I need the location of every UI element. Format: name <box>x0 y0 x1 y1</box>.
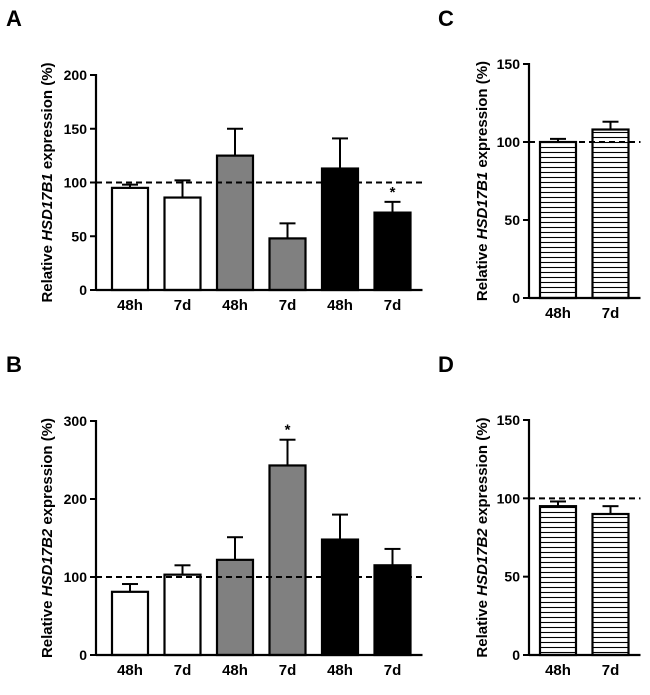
bar <box>373 564 412 657</box>
y-tick-label: 0 <box>512 647 520 663</box>
category-label: 48h <box>327 297 353 314</box>
y-tick-label: 200 <box>64 491 88 507</box>
y-axis-label-gene: HSD17B1 <box>39 173 56 241</box>
panel-letter: B <box>6 352 22 377</box>
panel-letter: C <box>438 6 454 31</box>
category-label: 7d <box>602 305 620 322</box>
y-axis-label-prefix: Relative <box>39 241 56 303</box>
category-label: 7d <box>279 297 297 314</box>
category-label: 7d <box>174 297 192 314</box>
y-axis-label: Relative HSD17B2 expression (%) <box>474 417 491 657</box>
category-label: 48h <box>545 662 571 679</box>
bar <box>591 512 630 657</box>
y-tick-label: 200 <box>64 67 88 83</box>
y-axis-label: Relative HSD17B2 expression (%) <box>39 418 56 658</box>
y-axis-label: Relative HSD17B1 expression (%) <box>474 61 491 301</box>
bar <box>320 538 360 657</box>
y-tick-label: 50 <box>504 212 520 228</box>
bar <box>215 154 255 292</box>
bar <box>320 167 360 292</box>
y-axis-label-suffix: expression (%) <box>474 61 491 172</box>
category-label: 48h <box>545 305 571 322</box>
y-axis-label-gene: HSD17B2 <box>39 528 56 596</box>
category-label: 7d <box>279 662 297 679</box>
panel-d: D Relative HSD17B2 expression (%) 48h 7d 0 50… <box>438 352 641 679</box>
panel-a: A Relative HSD17B1 expression (%) 48h 7d 48h… <box>6 6 423 314</box>
bar <box>268 237 307 292</box>
category-label: 48h <box>117 662 143 679</box>
bar <box>215 558 255 657</box>
bar <box>538 505 578 657</box>
y-tick-label: 0 <box>79 647 87 663</box>
y-axis-label-prefix: Relative <box>474 239 491 301</box>
category-label: 7d <box>602 662 620 679</box>
category-label: 48h <box>222 297 248 314</box>
category-label: 48h <box>222 662 248 679</box>
y-tick-label: 100 <box>497 134 521 150</box>
y-axis-label-suffix: expression (%) <box>39 418 56 529</box>
category-label: 7d <box>174 662 192 679</box>
bar <box>538 140 578 300</box>
category-label: 7d <box>384 662 402 679</box>
y-axis-label-gene: HSD17B1 <box>474 172 491 240</box>
y-tick-label: 150 <box>497 412 521 428</box>
y-tick-label: 150 <box>64 121 88 137</box>
y-axis-label-prefix: Relative <box>474 596 491 658</box>
y-tick-label: 0 <box>512 290 520 306</box>
bar <box>163 573 202 657</box>
panel-c: C Relative HSD17B1 expression (%) 48h 7d 0 50… <box>438 6 641 322</box>
y-axis-label: Relative HSD17B1 expression (%) <box>39 62 56 302</box>
bar <box>163 196 202 292</box>
significance-marker: * <box>285 422 291 439</box>
significance-marker: * <box>390 184 396 201</box>
y-axis-label-suffix: expression (%) <box>39 62 56 173</box>
y-axis-label-suffix: expression (%) <box>474 417 491 528</box>
category-label: 48h <box>327 662 353 679</box>
category-label: 48h <box>117 297 143 314</box>
y-tick-label: 100 <box>497 490 521 506</box>
bar <box>110 590 150 657</box>
panel-b: B Relative HSD17B2 expression (%) 48h 7d 48h… <box>6 352 423 679</box>
y-tick-label: 50 <box>71 228 87 244</box>
bar <box>110 186 150 292</box>
y-axis-label-prefix: Relative <box>39 596 56 658</box>
y-tick-label: 150 <box>497 56 521 72</box>
bar <box>373 211 412 292</box>
panel-letter: A <box>6 6 22 31</box>
y-tick-label: 0 <box>79 282 87 298</box>
y-tick-label: 100 <box>64 569 88 585</box>
y-tick-label: 50 <box>504 569 520 585</box>
panel-letter: D <box>438 352 454 377</box>
bar <box>268 464 307 657</box>
y-tick-label: 100 <box>64 175 88 191</box>
category-label: 7d <box>384 297 402 314</box>
y-tick-label: 300 <box>64 413 88 429</box>
y-axis-label-gene: HSD17B2 <box>474 528 491 596</box>
bar <box>591 128 630 300</box>
